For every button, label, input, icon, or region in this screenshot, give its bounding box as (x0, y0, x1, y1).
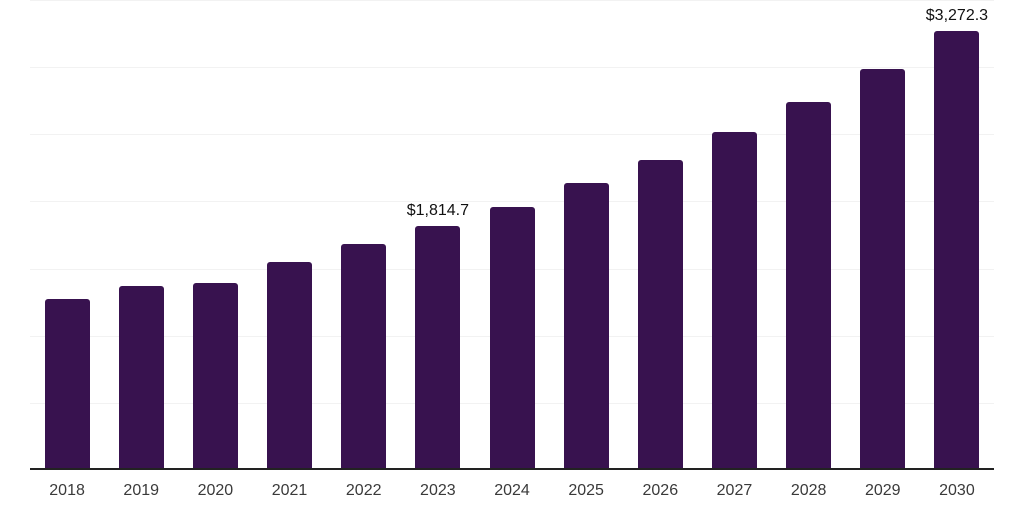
bar-2023 (415, 226, 461, 468)
bar-2020 (192, 282, 238, 468)
x-tick-2022: 2022 (345, 482, 382, 499)
bar-2029 (860, 68, 906, 468)
x-tick-2020: 2020 (197, 482, 234, 499)
bar-2018 (44, 299, 90, 468)
bar-2021 (267, 261, 313, 468)
x-axis-line (30, 468, 994, 470)
bar-2030 (934, 30, 980, 468)
plot-area: 2018 2019 2020 2021 2022 $1,814.7 2023 2024 2025… (30, 0, 994, 499)
x-tick-2018: 2018 (49, 482, 85, 499)
bar-2024 (489, 206, 535, 468)
x-tick-2027: 2027 (716, 482, 753, 499)
x-tick-2024: 2024 (494, 482, 530, 499)
x-tick-2030: 2030 (939, 482, 975, 499)
bar-2027 (711, 132, 757, 468)
x-tick-2026: 2026 (642, 482, 679, 499)
bar-2019 (118, 286, 164, 468)
x-tick-2025: 2025 (568, 482, 604, 499)
gridline (30, 67, 994, 69)
gridline (30, 0, 994, 1)
value-label-2030: $3,272.3 (925, 6, 989, 24)
x-tick-2019: 2019 (123, 482, 160, 499)
x-tick-2028: 2028 (790, 482, 827, 499)
gridline (30, 201, 994, 203)
bar-2025 (563, 183, 609, 468)
x-tick-2029: 2029 (864, 482, 901, 499)
bar-2022 (341, 244, 387, 468)
bar-2026 (637, 160, 683, 468)
gridline (30, 134, 994, 136)
x-tick-2023: 2023 (420, 482, 456, 499)
bar-2028 (786, 102, 832, 468)
value-label-2023: $1,814.7 (406, 202, 469, 220)
x-tick-2021: 2021 (271, 482, 308, 499)
